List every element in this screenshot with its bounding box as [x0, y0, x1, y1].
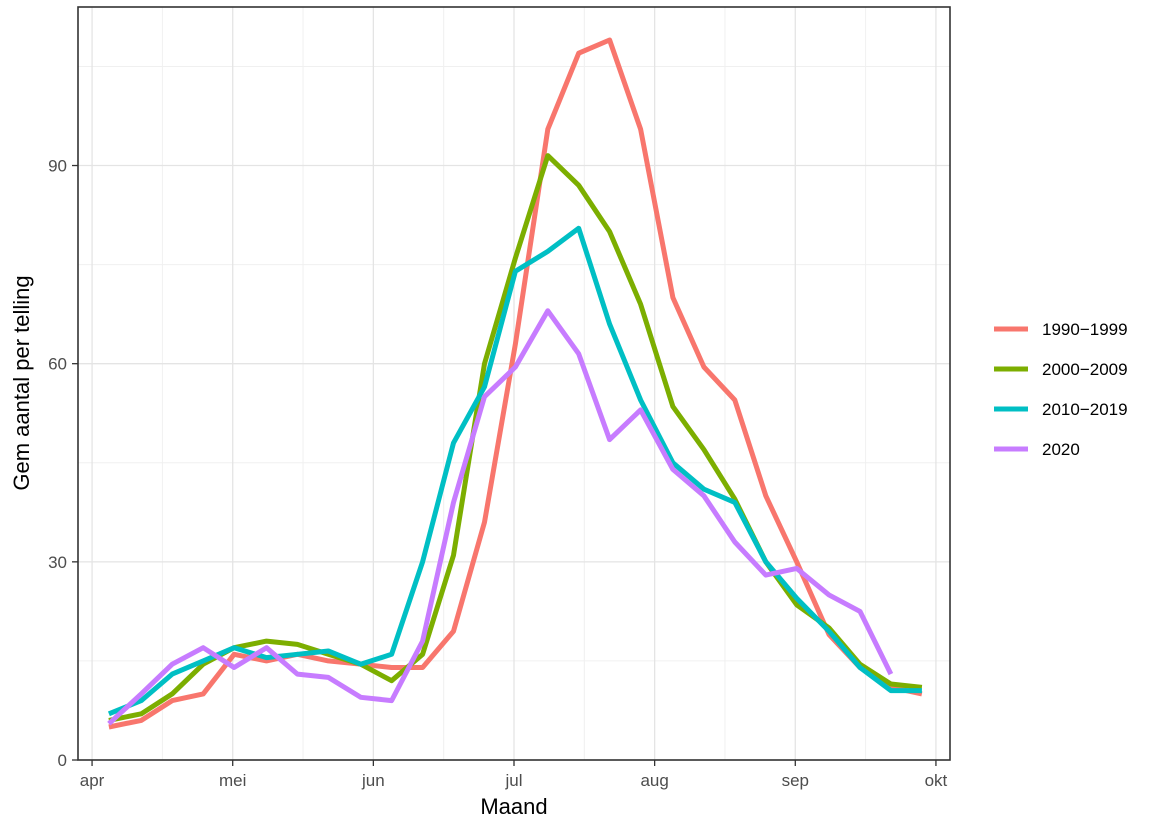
- y-tick-label: 30: [48, 553, 67, 572]
- x-tick-label: sep: [782, 771, 809, 790]
- legend-label-3: 2020: [1042, 440, 1080, 459]
- series-line-1: [108, 153, 923, 723]
- series-line-0: [108, 37, 923, 730]
- y-tick-label: 0: [58, 751, 67, 770]
- y-axis: 0 30 60 90: [48, 157, 78, 770]
- series-lines: [107, 37, 923, 730]
- legend-label-2: 2010−2019: [1042, 400, 1128, 419]
- series-line-2: [107, 225, 922, 717]
- x-tick-label: apr: [80, 771, 105, 790]
- x-tick-label: okt: [925, 771, 948, 790]
- legend: 1990−1999 2000−2009 2010−2019 2020: [994, 320, 1128, 459]
- x-tick-label: jun: [361, 771, 385, 790]
- x-axis: apr mei jun jul aug sep okt: [80, 760, 948, 790]
- x-tick-label: jul: [504, 771, 522, 790]
- legend-label-0: 1990−1999: [1042, 320, 1128, 339]
- y-tick-label: 60: [48, 355, 67, 374]
- y-tick-label: 90: [48, 157, 67, 176]
- legend-label-1: 2000−2009: [1042, 360, 1128, 379]
- x-tick-label: aug: [640, 771, 668, 790]
- y-axis-title: Gem aantal per telling: [9, 275, 34, 490]
- x-tick-label: mei: [219, 771, 246, 790]
- series-line-3: [107, 308, 894, 726]
- x-axis-title: Maand: [480, 794, 547, 819]
